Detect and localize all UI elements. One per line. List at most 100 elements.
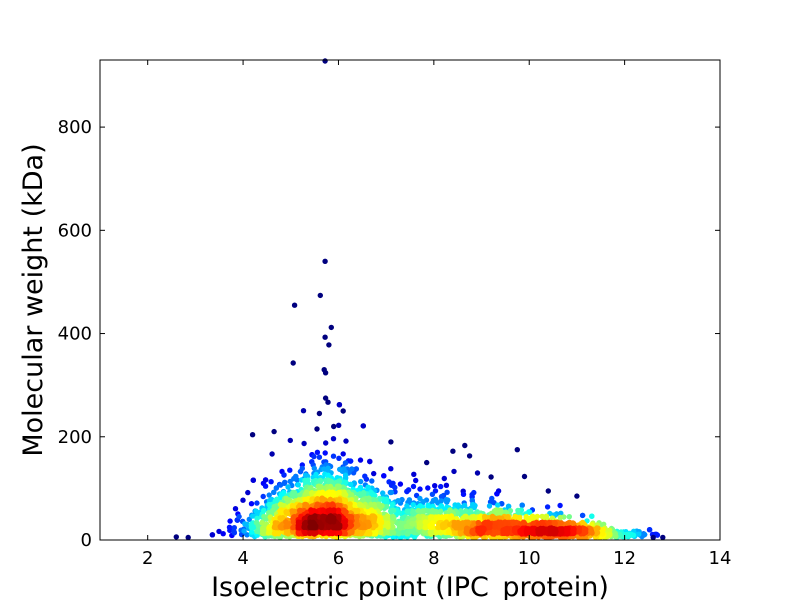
data-point [427, 523, 433, 529]
data-point [427, 514, 434, 520]
data-point [316, 454, 323, 460]
data-point [277, 508, 283, 514]
data-point [287, 437, 293, 444]
data-point [336, 530, 343, 537]
data-point [378, 529, 384, 536]
data-point [539, 513, 545, 520]
data-point [358, 478, 364, 485]
data-point [349, 466, 355, 472]
data-point [311, 509, 318, 515]
data-point [314, 449, 321, 455]
data-point [486, 503, 493, 509]
data-point [411, 471, 417, 477]
data-point [287, 478, 293, 485]
data-point [300, 408, 307, 414]
data-point [342, 492, 349, 498]
data-point [432, 483, 438, 489]
data-point [579, 512, 586, 519]
data-point [618, 533, 624, 539]
data-point [360, 522, 367, 528]
data-point [330, 453, 337, 459]
data-point [460, 491, 467, 497]
data-point [311, 453, 317, 460]
data-point [404, 508, 410, 514]
data-point [248, 529, 255, 535]
data-point [465, 520, 471, 526]
data-point [329, 489, 336, 495]
data-point [287, 467, 293, 473]
data-point [444, 489, 450, 495]
data-point [438, 503, 444, 509]
data-point [417, 486, 423, 492]
data-point [271, 524, 278, 530]
data-point [284, 509, 290, 516]
data-point [241, 528, 247, 534]
data-point [470, 502, 476, 508]
data-point [260, 527, 266, 533]
data-point [285, 484, 291, 490]
data-point [443, 482, 450, 488]
data-point [286, 521, 293, 528]
data-point [301, 440, 307, 447]
data-point [392, 484, 398, 491]
data-point [519, 502, 525, 508]
data-point [369, 478, 375, 484]
data-point [469, 497, 475, 504]
data-point [355, 507, 361, 514]
data-point [405, 528, 412, 535]
data-point [336, 513, 342, 520]
data-point [530, 526, 536, 532]
data-point [425, 485, 431, 491]
data-point [481, 526, 487, 532]
data-point [390, 530, 397, 536]
data-point [330, 503, 337, 509]
data-point [368, 501, 374, 508]
data-point [475, 520, 482, 526]
data-point [490, 530, 497, 537]
data-point [227, 527, 233, 534]
data-point [646, 527, 653, 533]
data-point [383, 498, 390, 505]
data-point [296, 497, 302, 503]
data-point [438, 508, 444, 514]
data-point [295, 482, 301, 488]
data-point [357, 501, 363, 507]
data-point [262, 483, 269, 489]
data-point [397, 481, 404, 487]
data-point [323, 491, 329, 498]
data-point [459, 520, 466, 526]
data-point [461, 502, 468, 509]
data-point [281, 480, 287, 486]
data-point [227, 518, 233, 524]
data-point [388, 466, 394, 472]
data-point [478, 530, 484, 537]
data-point [383, 504, 390, 510]
data-point [474, 470, 481, 476]
data-point [353, 466, 359, 472]
data-point [404, 488, 410, 495]
data-point [343, 509, 349, 515]
data-point [493, 507, 499, 513]
data-point [381, 473, 387, 479]
data-point [378, 520, 385, 526]
data-point [366, 530, 373, 536]
data-point [262, 514, 268, 521]
data-point [370, 513, 377, 519]
data-point [232, 506, 239, 512]
data-point [389, 507, 395, 514]
data-point [580, 521, 587, 527]
data-point [521, 520, 528, 526]
data-point [337, 466, 343, 473]
data-point [654, 532, 661, 538]
data-point [281, 472, 287, 478]
data-point [330, 436, 337, 442]
data-point [318, 529, 324, 535]
data-point [367, 458, 373, 465]
data-point [411, 529, 417, 536]
data-point [231, 530, 237, 536]
data-point [495, 502, 501, 508]
data-point [489, 513, 496, 520]
data-point [337, 502, 343, 509]
data-point [251, 525, 257, 531]
data-point [357, 457, 364, 463]
